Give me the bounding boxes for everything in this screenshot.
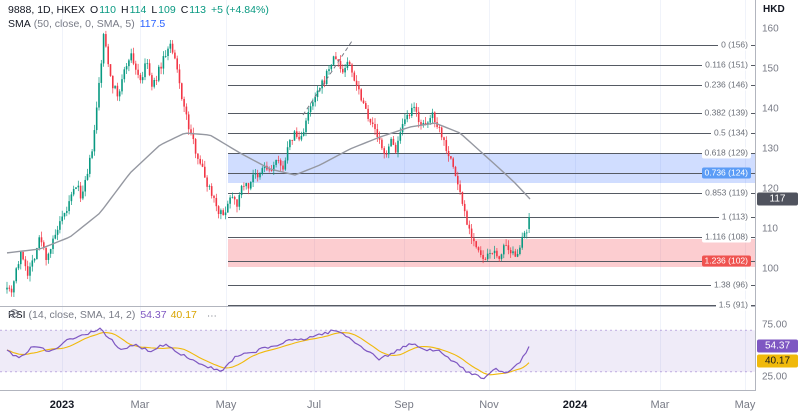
change-value: +5 (+4.84%) — [211, 4, 269, 16]
currency-label: HKD — [763, 4, 785, 15]
high-value: 114 — [129, 4, 147, 16]
time-axis-label: Nov — [479, 398, 499, 411]
price-axis-label: 120 — [762, 183, 779, 195]
rsi-axis-badge: 40.17 — [757, 354, 798, 368]
low-value: 109 — [158, 4, 176, 16]
sma-params: (50, close, 0, SMA, 5) — [33, 18, 135, 30]
rsi-name[interactable]: RSI — [8, 309, 26, 321]
time-axis-label: Sep — [394, 398, 414, 411]
rsi-axis-badge: 54.37 — [757, 339, 798, 353]
sma-name[interactable]: SMA — [8, 18, 31, 30]
price-axis-separator — [755, 0, 756, 418]
open-value: 110 — [99, 4, 116, 16]
price-axis-label: 150 — [762, 63, 779, 75]
sma-value: 117.5 — [139, 18, 166, 30]
rsi-value: 54.37 — [140, 309, 167, 321]
time-axis-label: May — [215, 398, 237, 411]
rsi-params: (14, close, SMA, 14, 2) — [28, 309, 136, 321]
time-axis-label: 2024 — [562, 398, 588, 411]
time-axis-label: Mar — [650, 398, 670, 411]
sma-price-badge: 117 — [757, 192, 798, 206]
symbol-legend[interactable]: 9888, 1D, HKEX O110 H114 L109 C113 +5 (+4.84%… — [8, 4, 269, 16]
time-axis-label: Jul — [306, 398, 322, 411]
price-axis-label: 100 — [762, 263, 779, 275]
rsi-axis-label: 75.00 — [762, 319, 788, 331]
price-axis-label: 140 — [762, 103, 779, 115]
price-axis[interactable]: HKD 160 150 140 130 120 110 100 117 75.00 25.00 54… — [756, 0, 800, 418]
low-label: L — [151, 4, 158, 16]
time-axis-label: May — [734, 398, 756, 411]
time-axis-label: Mar — [130, 398, 150, 411]
price-axis-label: 110 — [762, 223, 778, 235]
more-options-icon[interactable]: ⋯ — [206, 311, 218, 322]
rsi-axis-label: 25.00 — [762, 371, 788, 383]
high-label: H — [120, 4, 129, 16]
time-axis-label: 2023 — [49, 398, 75, 411]
close-label: C — [180, 4, 189, 16]
symbol-title[interactable]: 9888, 1D, HKEX — [8, 4, 86, 16]
rsi-ma-value: 40.17 — [170, 309, 197, 321]
close-value: 113 — [189, 4, 207, 16]
sma-legend[interactable]: SMA (50, close, 0, SMA, 5) 117.5 — [8, 18, 165, 30]
open-label: O — [90, 4, 99, 16]
price-axis-label: 130 — [762, 143, 779, 155]
pane-separator[interactable] — [0, 306, 800, 307]
price-axis-label: 160 — [762, 23, 779, 35]
time-axis-separator — [0, 390, 800, 391]
time-axis[interactable]: 2023 Mar May Jul Sep Nov 2024 Mar May — [0, 391, 756, 418]
rsi-legend[interactable]: RSI (14, close, SMA, 14, 2) 54.37 40.17 ⋯ — [8, 309, 218, 322]
